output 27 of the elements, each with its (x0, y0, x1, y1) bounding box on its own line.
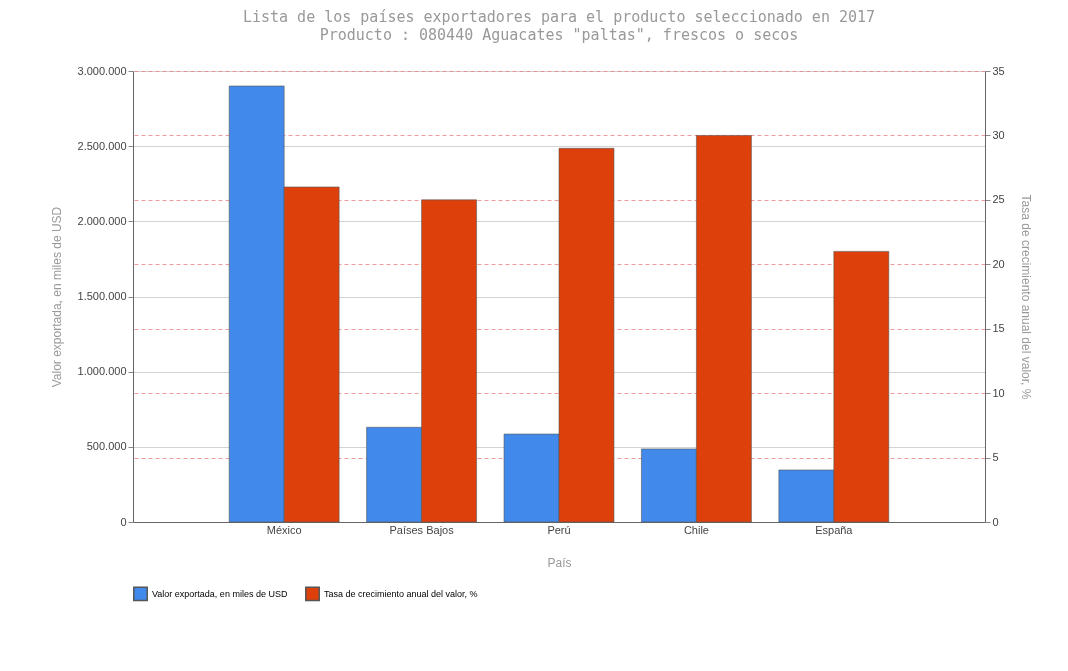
y-tick-label: 1.500.000 (77, 290, 127, 302)
x-tick-label: Chile (683, 523, 709, 536)
x-tick-label: Perú (547, 523, 571, 536)
x-tick-label: España (815, 523, 854, 536)
x-axis-title: País (547, 555, 572, 570)
chart-subtitle: Producto : 080440 Aguacates "paltas", frescos o secos (319, 26, 799, 44)
x-tick-label: México (266, 523, 302, 536)
y2-tick-label: 5 (992, 451, 999, 464)
y-tick-label: 0 (120, 515, 127, 528)
y2-tick-label: 25 (992, 193, 1005, 206)
y-tick-label: 3.000.000 (77, 64, 127, 77)
y2-tick-label: 20 (992, 257, 1005, 270)
legend-label: Tasa de crecimiento anual del valor, % (324, 588, 478, 599)
y2-tick-label: 35 (992, 64, 1005, 77)
chart-title: Lista de los países exportadores para el producto seleccionado en 2017 (242, 8, 876, 26)
x-tick-label: Países Bajos (389, 523, 455, 536)
y2-tick-label: 0 (992, 515, 999, 528)
y-tick-label: 1.000.000 (77, 365, 127, 378)
y2-tick-label: 10 (992, 386, 1005, 399)
y-tick-label: 2.000.000 (77, 214, 127, 227)
y2-tick-label: 15 (992, 322, 1005, 335)
y-tick-label: 2.500.000 (77, 139, 127, 152)
y2-tick-label: 30 (992, 128, 1005, 141)
legend-label: Valor exportada, en miles de USD (152, 588, 288, 599)
y-tick-label: 500.000 (86, 440, 127, 453)
y-axis-title: Valor exportada, en miles de USD (49, 206, 64, 388)
y2-axis-title: Tasa de crecimiento anual del valor, % (1018, 194, 1033, 400)
